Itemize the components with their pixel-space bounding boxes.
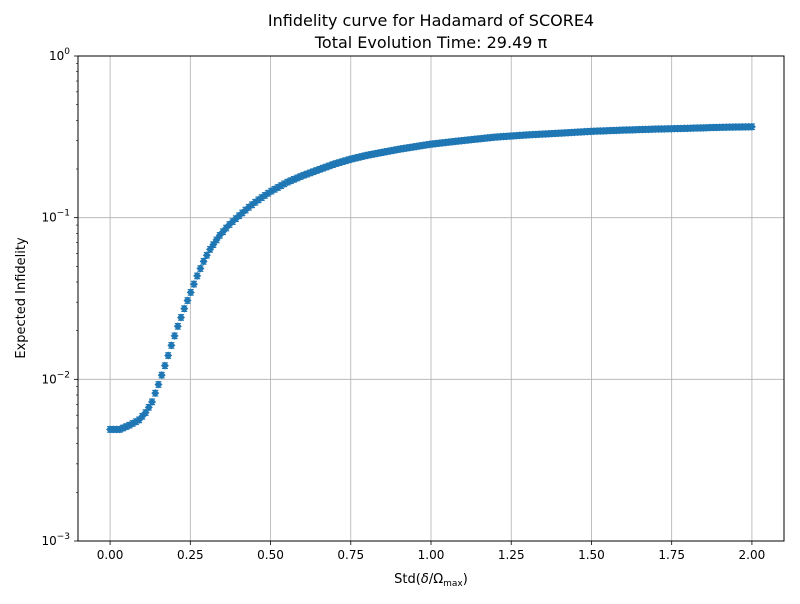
data-point xyxy=(183,296,192,305)
y-tick-label: 10−1 xyxy=(41,209,70,225)
data-point xyxy=(193,271,202,280)
y-tick-label: 10−2 xyxy=(41,370,70,386)
axis-ticks: 0.00 0.25 0.50 0.75 1.00 1.25 1.50 1.75 2.00 10−3… xyxy=(41,47,765,562)
x-tick-label: 1.50 xyxy=(578,548,605,562)
chart-subtitle: Total Evolution Time: 29.49 π xyxy=(314,33,548,52)
x-tick-label: 1.25 xyxy=(498,548,525,562)
y-tick-label: 10−3 xyxy=(41,532,70,548)
data-point xyxy=(157,371,166,380)
data-point xyxy=(164,351,173,360)
x-tick-label: 1.00 xyxy=(418,548,445,562)
data-point xyxy=(151,389,160,398)
data-point xyxy=(199,257,208,266)
data-series xyxy=(106,122,756,434)
data-point xyxy=(167,341,176,350)
series-points xyxy=(106,122,756,434)
x-axis-label: Std(δ/Ωmax) xyxy=(394,572,468,589)
chart-title: Infidelity curve for Hadamard of SCORE4 xyxy=(268,11,594,30)
x-tick-label: 2.00 xyxy=(739,548,766,562)
x-tick-label: 0.50 xyxy=(257,548,284,562)
data-point xyxy=(196,264,205,273)
x-tick-label: 0.75 xyxy=(337,548,364,562)
data-point xyxy=(170,331,179,340)
data-point xyxy=(154,380,163,389)
data-point xyxy=(186,288,195,297)
data-point xyxy=(144,403,153,412)
y-tick-label: 100 xyxy=(49,47,70,63)
y-axis-label: Expected Infidelity xyxy=(14,237,29,359)
x-tick-label: 0.00 xyxy=(97,548,124,562)
data-point xyxy=(160,361,169,370)
data-point xyxy=(177,313,186,322)
data-point xyxy=(747,122,756,131)
x-tick-label: 1.75 xyxy=(658,548,685,562)
data-point xyxy=(148,397,157,406)
data-point xyxy=(180,304,189,313)
data-point xyxy=(202,251,211,260)
data-point xyxy=(173,322,182,331)
x-tick-label: 0.25 xyxy=(177,548,204,562)
data-point xyxy=(189,280,198,289)
